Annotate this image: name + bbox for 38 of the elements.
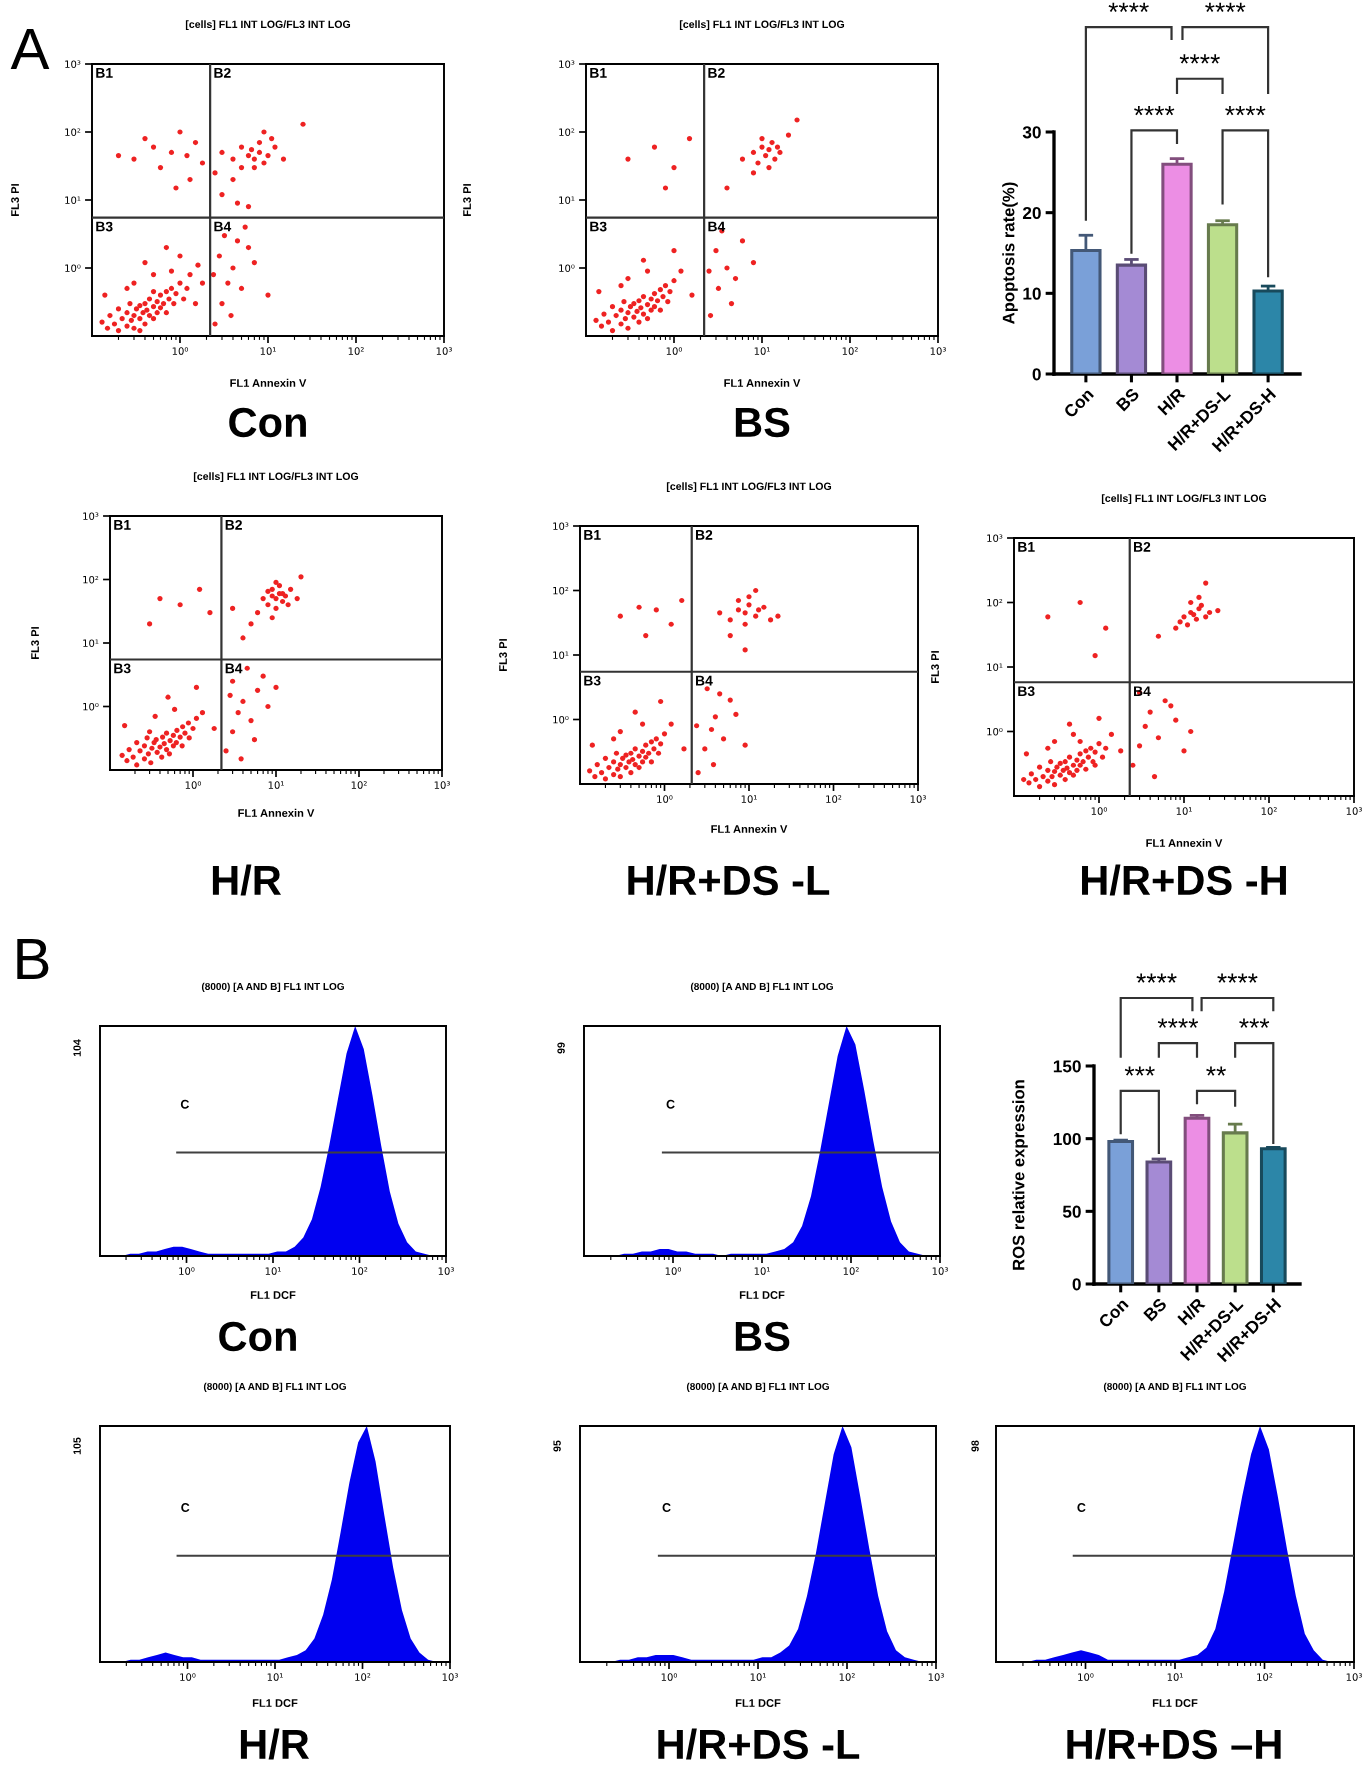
text: H/R <box>212 864 282 896</box>
y-tick-label: 0 <box>1072 1278 1081 1291</box>
text: H/R+DS -L <box>658 1728 860 1760</box>
text: H/R+DS -H <box>1082 864 1286 896</box>
text: *** <box>1239 1018 1270 1028</box>
bar <box>1259 1147 1287 1284</box>
y-tick-label: 30 <box>1022 126 1041 139</box>
text: **** <box>1205 2 1246 12</box>
text: H/R <box>240 1728 310 1760</box>
text: H/R+DS -L <box>628 864 830 896</box>
text: **** <box>1136 973 1177 983</box>
x-tick-label: Con <box>1063 387 1095 419</box>
bar <box>1252 289 1284 374</box>
x-tick-label: BS <box>1115 387 1140 412</box>
text: **** <box>1134 105 1175 116</box>
text: **** <box>1225 105 1266 116</box>
text: **** <box>1217 973 1258 983</box>
x-tick-label: Con <box>1097 1297 1129 1329</box>
annotation: ** <box>1206 1066 1226 1076</box>
y-tick-label: 20 <box>1022 206 1041 220</box>
y-tick-label: 50 <box>1062 1205 1081 1218</box>
bar <box>1145 1160 1173 1284</box>
bar <box>1115 263 1148 374</box>
annotation: *** <box>1124 1066 1155 1076</box>
text: A <box>10 28 50 70</box>
text: H/R+DS –H <box>1067 1728 1281 1760</box>
text: **** <box>1179 54 1220 64</box>
y-tick-label: 150 <box>1053 1060 1081 1073</box>
y-tick-label: 0 <box>1032 368 1041 381</box>
bar <box>1183 1116 1211 1284</box>
x-tick-label: BS <box>1143 1297 1168 1322</box>
text: **** <box>1108 2 1149 12</box>
text: **** <box>1157 1018 1199 1028</box>
y-tick-label: 100 <box>1053 1132 1081 1146</box>
y-tick-label: 10 <box>1023 287 1041 300</box>
text: B <box>17 938 49 980</box>
y-axis-title: ROS relative expression <box>1012 1080 1028 1270</box>
y-axis-title: Apoptosis rate(%) <box>1002 182 1018 324</box>
